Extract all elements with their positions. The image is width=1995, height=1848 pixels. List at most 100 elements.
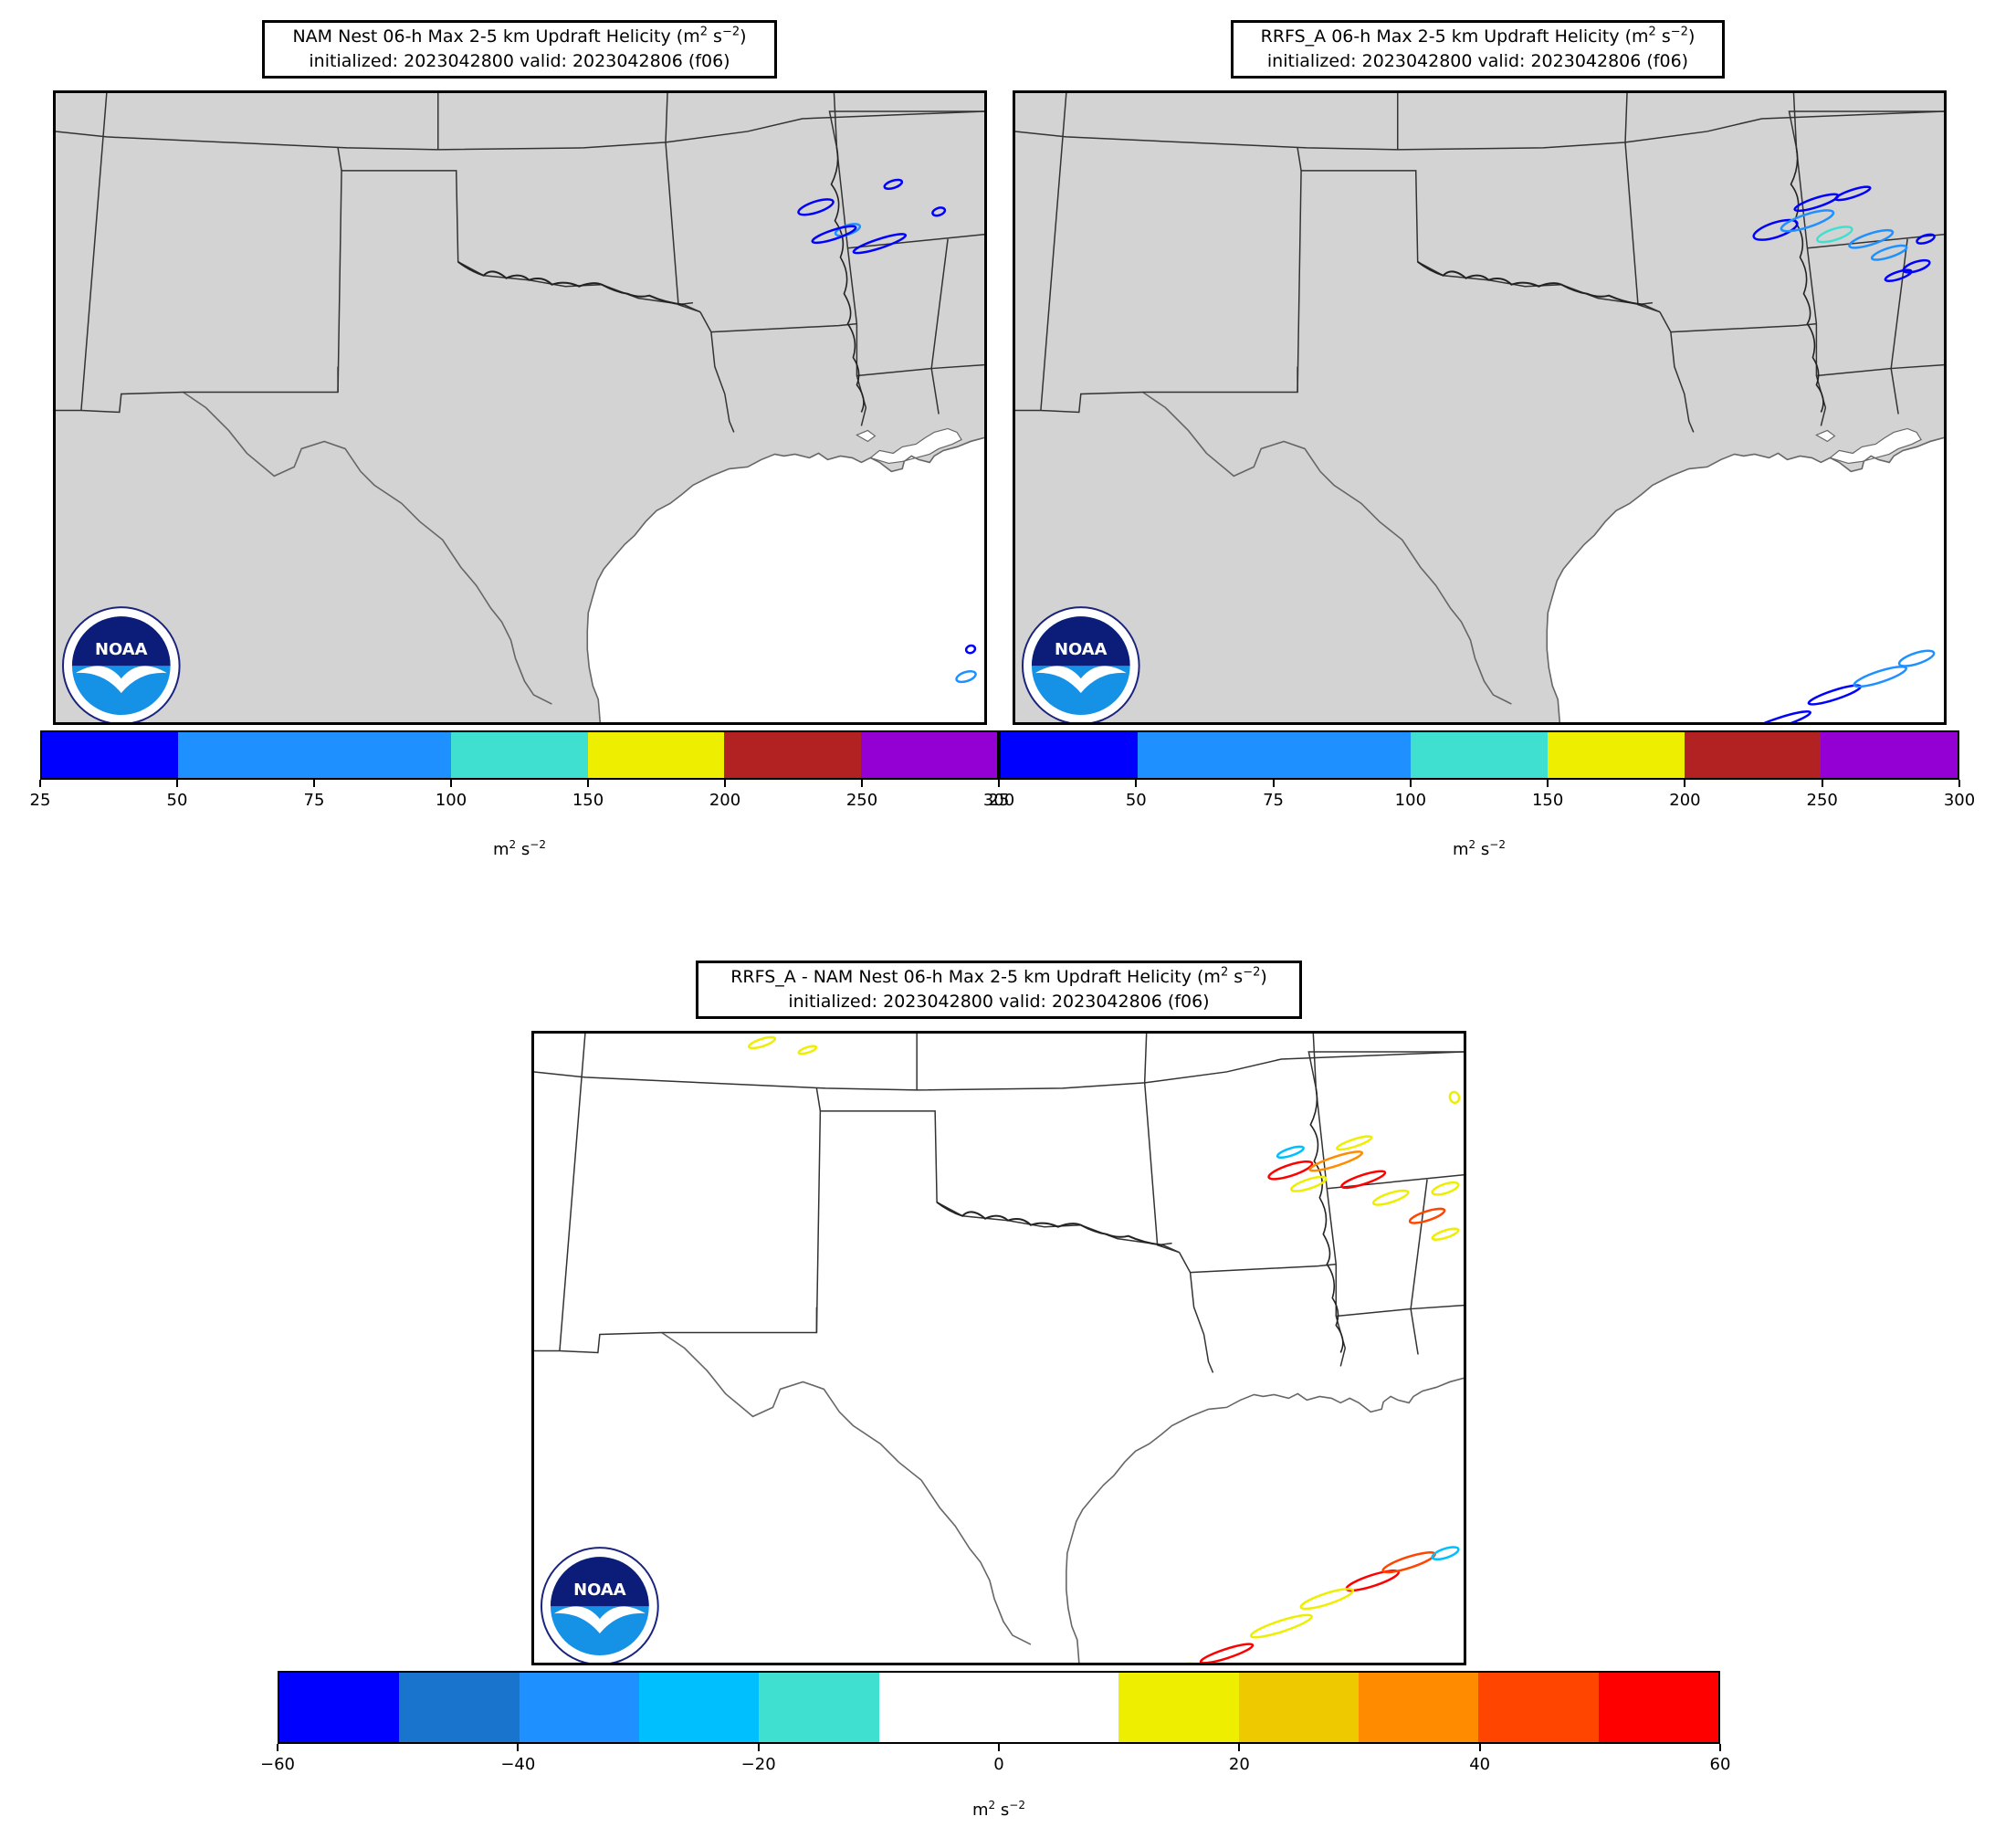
colorbar-tick-label: 20	[1228, 1755, 1250, 1774]
noaa-logo-text: NOAA	[573, 1580, 626, 1600]
colorbar-tick-label: 300	[1943, 791, 1976, 810]
colorbar-tick	[1409, 780, 1412, 787]
state-border	[847, 234, 984, 249]
nam-colorbar	[40, 730, 999, 780]
red-river-border	[1417, 260, 1644, 306]
colorbar-segment	[587, 732, 725, 778]
water-inlet	[869, 427, 962, 465]
state-border	[710, 322, 857, 333]
nam-title: NAM Nest 06-h Max 2-5 km Updraft Helicit…	[262, 20, 777, 79]
colorbar-segment	[1478, 1673, 1599, 1742]
storm-cell-contour	[1408, 1207, 1446, 1224]
state-border	[1792, 93, 1798, 148]
colorbar-tick-label: 75	[303, 791, 325, 810]
colorbar-tick	[1135, 780, 1138, 787]
mississippi-river-border	[1309, 1087, 1344, 1353]
colorbar-segment	[1684, 732, 1822, 778]
colorbar-segment	[638, 1673, 760, 1742]
nam-colorbar-unit: m2 s−2	[493, 838, 546, 859]
storm-cell-contour	[1816, 226, 1853, 244]
colorbar-tick-label: 25	[29, 791, 51, 810]
storm-cell-contour	[1431, 1227, 1460, 1241]
colorbar-tick	[517, 1744, 520, 1751]
colorbar-tick	[757, 1744, 760, 1751]
diff-colorbar-unit: m2 s−2	[972, 1799, 1025, 1820]
colorbar-segment	[998, 1673, 1119, 1742]
noaa-logo: NOAA	[541, 1547, 659, 1663]
storm-cell-contour	[1340, 1170, 1387, 1190]
colorbar-tick-label: 250	[1806, 791, 1838, 810]
colorbar-tick-label: 100	[1394, 791, 1427, 810]
rrfs-map: NOAA	[1013, 90, 1947, 725]
colorbar-segment	[1358, 1673, 1479, 1742]
colorbar-tick-label: 200	[709, 791, 741, 810]
colorbar-tick-label: 25	[988, 791, 1010, 810]
state-border	[1624, 93, 1628, 142]
noaa-logo-text: NOAA	[1055, 640, 1108, 659]
state-border	[699, 311, 735, 433]
state-border	[1410, 1179, 1428, 1309]
colorbar-segment	[451, 732, 588, 778]
colorbar-tick	[1958, 780, 1960, 787]
state-border	[1670, 322, 1817, 333]
colorbar-tick	[998, 780, 1000, 787]
storm-cell-contour	[883, 178, 904, 190]
rio-grande-border	[661, 1331, 1032, 1645]
storm-cell-contour	[1335, 1135, 1373, 1151]
storm-cell-contour	[1884, 268, 1913, 282]
storm-cell-contour	[1431, 1546, 1460, 1561]
storm-cell-contour	[1276, 1145, 1305, 1160]
noaa-logo-text: NOAA	[95, 640, 148, 659]
storm-cell-contour	[1834, 185, 1872, 202]
colorbar-tick	[861, 780, 863, 787]
water-inlet	[1815, 429, 1836, 443]
colorbar-segment	[519, 1673, 639, 1742]
colorbar-tick	[1821, 780, 1823, 787]
colorbar-tick	[1238, 1744, 1241, 1751]
state-border	[1890, 238, 1908, 369]
colorbar-tick	[1547, 780, 1549, 787]
state-border	[1015, 110, 1944, 151]
storm-cell-contour	[797, 198, 835, 216]
storm-cell-contour	[1916, 233, 1936, 245]
colorbar-tick	[1719, 1744, 1721, 1751]
storm-cell-contour	[1780, 209, 1835, 233]
noaa-logo: NOAA	[61, 606, 181, 722]
water-inlet	[856, 429, 877, 443]
noaa-logo: NOAA	[1021, 606, 1140, 722]
state-border	[1190, 1263, 1337, 1274]
colorbar-tick	[1478, 1744, 1481, 1751]
state-border	[1411, 1304, 1464, 1310]
diff-colorbar	[278, 1671, 1720, 1744]
storm-cell-contour	[1848, 228, 1895, 249]
colorbar-segment	[279, 1673, 400, 1742]
colorbar-tick	[587, 780, 589, 787]
gulf-coastline	[1546, 436, 1944, 722]
storm-cell-contour	[1299, 1587, 1355, 1611]
storm-cell-contour	[1290, 1175, 1328, 1192]
storm-cell-contour	[811, 225, 857, 245]
gulf-coastline	[1066, 1377, 1464, 1663]
colorbar-tick	[39, 780, 41, 787]
storm-cell-contour	[1249, 1613, 1313, 1639]
state-border	[534, 1307, 818, 1354]
colorbar-segment	[1598, 1673, 1718, 1742]
storm-cell-contour	[964, 644, 977, 655]
storm-cell-contour	[1748, 709, 1812, 722]
state-border	[1891, 363, 1944, 370]
state-border	[931, 363, 984, 370]
state-border	[1297, 147, 1302, 171]
mississippi-river-border	[830, 147, 865, 413]
state-border	[56, 110, 984, 151]
storm-cell-contour	[931, 206, 947, 217]
colorbar-tick-label: 40	[1469, 1755, 1491, 1774]
gulf-coastline	[586, 436, 984, 722]
storm-cell-contour	[797, 1045, 818, 1055]
storm-cell-contour	[1267, 1160, 1314, 1181]
colorbar-segment	[399, 1673, 520, 1742]
state-border	[337, 147, 342, 171]
red-river-border	[936, 1201, 1163, 1246]
storm-cell-contour	[852, 233, 908, 255]
water-inlet	[1829, 427, 1922, 465]
colorbar-tick-label: 200	[1669, 791, 1701, 810]
